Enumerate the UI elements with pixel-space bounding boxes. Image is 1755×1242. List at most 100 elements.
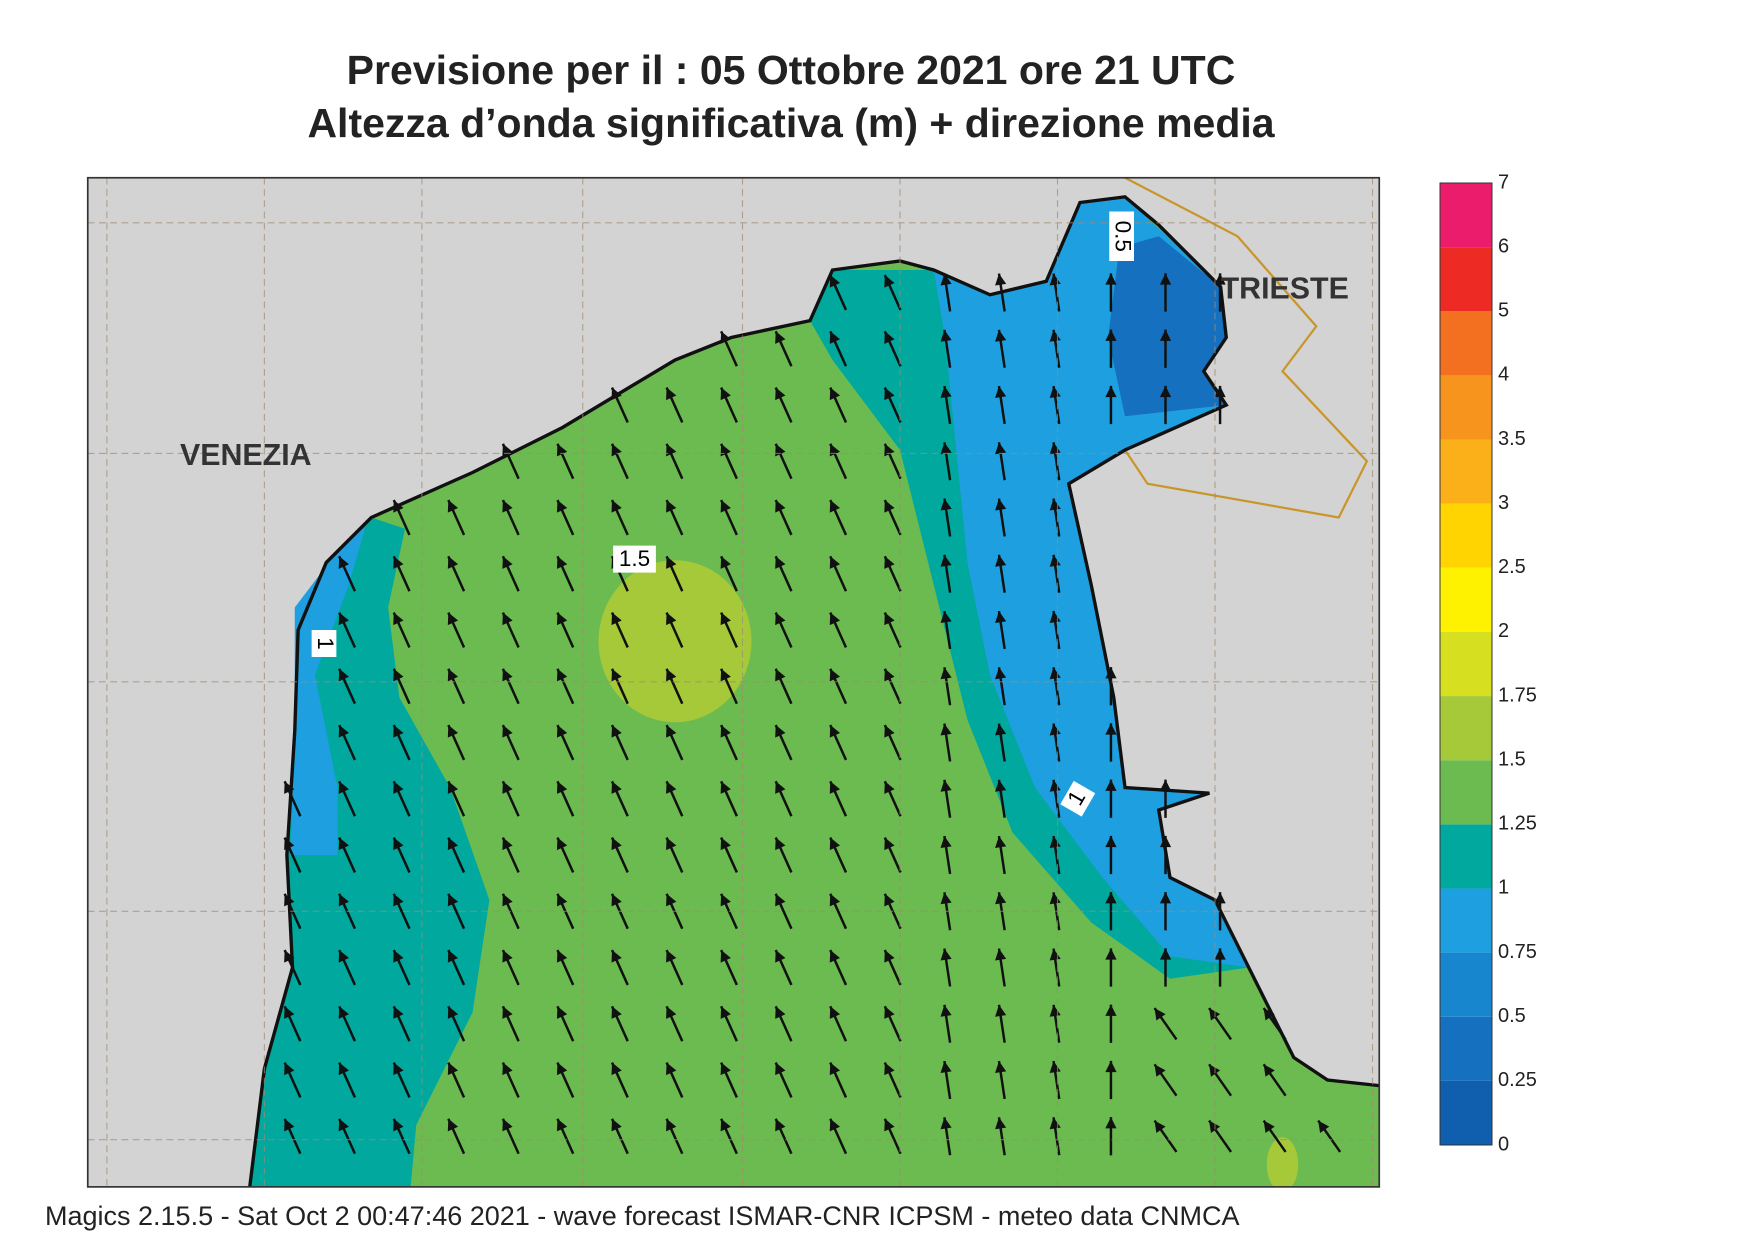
- arrow-head: [1214, 385, 1226, 398]
- colorbar-bin: [1440, 1016, 1492, 1081]
- arrow-head: [775, 893, 786, 907]
- arrow-head: [829, 1118, 841, 1132]
- arrow-head: [940, 386, 952, 399]
- arrow-head: [611, 612, 622, 626]
- arrow-head: [995, 667, 1007, 680]
- arrow-head: [829, 725, 841, 738]
- arrow-head: [666, 837, 677, 851]
- arrow-head: [1105, 723, 1117, 735]
- band: [1266, 1137, 1299, 1187]
- arrow-head: [556, 612, 568, 626]
- arrow-head: [940, 611, 952, 624]
- arrow-head: [284, 950, 295, 963]
- arrow-head: [720, 1118, 731, 1132]
- arrow-head: [666, 612, 677, 626]
- arrow-head: [884, 725, 895, 738]
- arrow-head: [1105, 835, 1117, 848]
- arrow-head: [666, 500, 677, 513]
- arrow-head: [1105, 1060, 1117, 1073]
- arrow-head: [447, 556, 459, 569]
- arrow-head: [393, 668, 404, 682]
- arrow-head: [940, 667, 952, 680]
- arrow-head: [884, 781, 895, 794]
- arrow-head: [995, 948, 1007, 961]
- arrow-head: [995, 611, 1007, 624]
- colorbar-label: 1.75: [1498, 684, 1537, 706]
- arrow-head: [829, 668, 841, 682]
- colorbar-label: 1.5: [1498, 748, 1526, 770]
- arrow-head: [502, 500, 513, 513]
- arrow-head: [556, 837, 568, 851]
- arrow-head: [502, 1118, 513, 1132]
- arrow-head: [338, 556, 349, 569]
- arrow-head: [720, 1062, 731, 1076]
- arrow-head: [940, 273, 952, 286]
- arrow-head: [338, 837, 349, 851]
- arrow-head: [284, 837, 295, 851]
- arrow-head: [502, 668, 513, 682]
- arrow-head: [995, 386, 1007, 399]
- colorbar-bin: [1440, 567, 1492, 632]
- colorbar-bin: [1440, 952, 1492, 1017]
- arrow-head: [338, 1006, 349, 1019]
- arrow-head: [447, 1118, 459, 1132]
- label-box: [613, 545, 656, 573]
- arrow-head: [720, 1006, 731, 1019]
- arrow-head: [775, 612, 786, 626]
- colorbar-label: 5: [1498, 300, 1509, 322]
- arrow-head: [502, 725, 513, 738]
- arrow-head: [1105, 273, 1117, 285]
- border: [1124, 177, 1369, 519]
- arrow-head: [884, 500, 895, 513]
- arrow-head: [940, 554, 952, 567]
- arrow-head: [829, 1062, 841, 1076]
- arrow-head: [338, 668, 349, 682]
- arrow-head: [666, 725, 677, 738]
- arrow-head: [1105, 1004, 1117, 1016]
- arrow-head: [1159, 779, 1172, 791]
- arrow-head: [447, 950, 459, 963]
- arrow-head: [940, 329, 952, 342]
- arrow-head: [447, 781, 459, 794]
- arrow-head: [1214, 892, 1226, 904]
- map-frame: [86, 176, 1381, 1188]
- arrow-head: [1105, 667, 1117, 679]
- arrow-head: [995, 442, 1007, 455]
- arrow-head: [884, 556, 895, 569]
- arrow-head: [829, 1006, 841, 1019]
- arrow-head: [1318, 1120, 1330, 1134]
- place-label: VENEZIA: [180, 439, 312, 472]
- arrow-head: [940, 1061, 952, 1074]
- arrow-head: [338, 893, 349, 907]
- arrow-head: [1159, 329, 1172, 341]
- arrow-head: [556, 1118, 568, 1132]
- arrow-head: [338, 612, 349, 626]
- band: [598, 560, 752, 723]
- arrow-head: [556, 668, 568, 682]
- arrow-head: [995, 836, 1007, 849]
- contour-label: 1: [313, 637, 338, 650]
- colorbar-label: 2.5: [1498, 556, 1526, 578]
- colorbar-bin: [1440, 375, 1492, 440]
- contour-label: 0.5: [1111, 221, 1136, 252]
- arrow-head: [829, 500, 841, 513]
- arrow-head: [995, 779, 1007, 792]
- arrow-head: [995, 723, 1007, 736]
- colorbar-bin: [1440, 311, 1492, 376]
- arrow-head: [502, 781, 513, 794]
- arrow-head: [284, 893, 295, 907]
- arrow-head: [666, 556, 677, 569]
- arrow-head: [940, 892, 952, 905]
- colorbar-label: 0.75: [1498, 941, 1537, 963]
- arrow-head: [940, 948, 952, 961]
- map: VENEZIA TRIESTE 1.5 1 1 0.5: [86, 176, 1381, 1188]
- arrow-head: [884, 950, 895, 963]
- label-box: [1060, 780, 1096, 817]
- colorbar-label: 2: [1498, 620, 1509, 642]
- arrow-head: [884, 612, 895, 626]
- arrow-head: [393, 781, 404, 794]
- arrow-head: [775, 837, 786, 851]
- arrow-head: [1105, 779, 1117, 791]
- arrow-head: [940, 836, 952, 849]
- arrow-head: [556, 1062, 568, 1076]
